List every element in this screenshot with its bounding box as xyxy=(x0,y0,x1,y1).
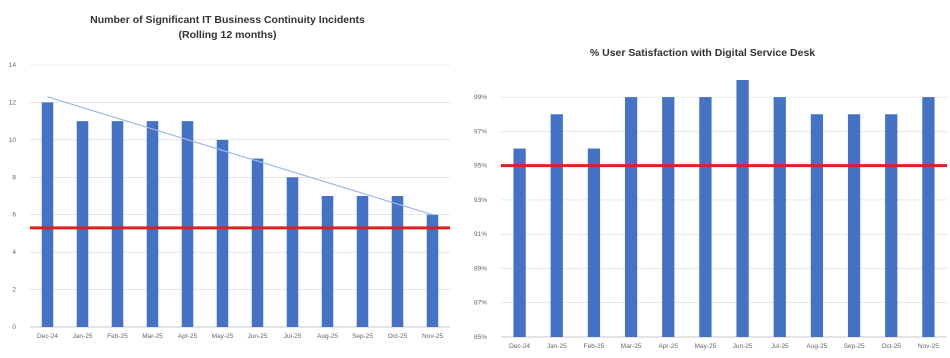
satisfaction-bar-Feb-25 xyxy=(587,148,601,337)
satisfaction-y-tick-label: 99% xyxy=(474,94,487,101)
satisfaction-x-tick-label: Sep-25 xyxy=(844,343,865,350)
incidents-x-tick-label: May-25 xyxy=(212,333,234,340)
satisfaction-chart-title: % User Satisfaction with Digital Service… xyxy=(589,47,816,59)
incidents-chart-panel: Number of Significant IT Business Contin… xyxy=(0,0,455,358)
incidents-bar-Feb-25 xyxy=(111,121,124,328)
satisfaction-y-tick-label: 87% xyxy=(474,300,487,307)
incidents-x-tick-label: Jan-25 xyxy=(73,333,93,340)
satisfaction-x-tick-label: May-25 xyxy=(695,343,717,350)
incidents-y-tick-label: 0 xyxy=(12,324,16,331)
satisfaction-bar-Mar-25 xyxy=(624,97,638,337)
satisfaction-x-tick-label: Oct-25 xyxy=(881,343,901,350)
incidents-y-tick-label: 12 xyxy=(9,99,17,106)
incidents-bar-Dec-24 xyxy=(41,102,54,327)
incidents-bar-Jul-25 xyxy=(286,177,299,327)
incidents-bar-Aug-25 xyxy=(321,196,334,327)
incidents-y-tick-label: 6 xyxy=(12,212,16,219)
satisfaction-y-tick-label: 85% xyxy=(474,334,487,341)
incidents-x-tick-label: Dec-24 xyxy=(37,333,58,340)
incidents-x-tick-label: Sep-25 xyxy=(352,333,373,340)
satisfaction-bar-Dec-24 xyxy=(513,148,526,337)
satisfaction-x-tick-label: Feb-25 xyxy=(584,343,605,350)
incidents-y-tick-label: 14 xyxy=(9,62,17,69)
satisfaction-bar-Sep-25 xyxy=(847,114,861,338)
incidents-x-tick-label: Jun-25 xyxy=(248,333,268,340)
satisfaction-x-tick-label: Mar-25 xyxy=(621,343,642,350)
incidents-chart-title-line1: Number of Significant IT Business Contin… xyxy=(90,14,365,26)
incidents-x-tick-label: Oct-25 xyxy=(388,333,408,340)
satisfaction-x-tick-label: Apr-25 xyxy=(658,343,678,350)
satisfaction-bar-Jul-25 xyxy=(773,97,786,337)
satisfaction-y-tick-label: 89% xyxy=(474,265,487,272)
satisfaction-y-tick-label: 95% xyxy=(474,163,487,170)
satisfaction-y-tick-label: 91% xyxy=(474,231,487,238)
satisfaction-bar-May-25 xyxy=(699,97,712,337)
incidents-y-tick-label: 2 xyxy=(12,287,16,294)
incidents-x-tick-label: Apr-25 xyxy=(178,333,198,340)
satisfaction-bar-Nov-25 xyxy=(922,97,935,337)
satisfaction-x-tick-label: Jun-25 xyxy=(733,343,753,350)
incidents-chart-title: Number of Significant IT Business Contin… xyxy=(0,13,455,43)
incidents-x-tick-label: Aug-25 xyxy=(317,333,338,340)
incidents-y-tick-label: 4 xyxy=(12,249,16,256)
satisfaction-x-tick-label: Nov-25 xyxy=(918,343,939,350)
satisfaction-y-tick-label: 93% xyxy=(474,197,487,204)
satisfaction-y-tick-label: 97% xyxy=(474,128,487,135)
satisfaction-x-tick-label: Jul-25 xyxy=(771,343,789,350)
satisfaction-x-tick-label: Jan-25 xyxy=(547,343,567,350)
satisfaction-chart: 85% 87% 89% 91% 93% 95% 97% 99% Dec-24 Jan-25 Feb-… xyxy=(474,80,947,350)
incidents-x-tick-label: Mar-25 xyxy=(142,333,163,340)
satisfaction-bar-Jun-25 xyxy=(736,80,749,337)
incidents-bar-Apr-25 xyxy=(181,121,194,328)
incidents-chart-subtitle: (Rolling 12 months) xyxy=(178,29,277,41)
satisfaction-bar-Apr-25 xyxy=(662,97,675,337)
incidents-bar-Sep-25 xyxy=(356,196,369,327)
satisfaction-bar-Aug-25 xyxy=(810,114,824,338)
satisfaction-x-tick-label: Dec-24 xyxy=(509,343,530,350)
incidents-x-tick-label: Jul-25 xyxy=(284,333,302,340)
incidents-x-tick-label: Feb-25 xyxy=(107,333,128,340)
incidents-x-tick-label: Nov-25 xyxy=(422,333,443,340)
satisfaction-bar-Oct-25 xyxy=(885,114,898,338)
incidents-bar-Nov-25 xyxy=(426,214,439,327)
incidents-y-tick-label: 8 xyxy=(12,174,16,181)
incidents-bar-Oct-25 xyxy=(391,196,404,327)
satisfaction-bar-Jan-25 xyxy=(550,114,563,338)
incidents-y-tick-label: 10 xyxy=(9,137,17,144)
incidents-trendline xyxy=(47,96,433,216)
incidents-chart: 0 2 4 6 8 10 12 14 Dec-24 Jan-25 Feb-25 Mar-25 Apr-2… xyxy=(9,62,450,340)
incidents-bar-Mar-25 xyxy=(146,121,159,328)
incidents-bar-May-25 xyxy=(216,139,229,327)
satisfaction-chart-panel: % User Satisfaction with Digital Service… xyxy=(455,0,950,358)
satisfaction-x-tick-label: Aug-25 xyxy=(806,343,827,350)
incidents-bar-Jun-25 xyxy=(251,158,264,327)
incidents-bar-Jan-25 xyxy=(76,121,89,328)
